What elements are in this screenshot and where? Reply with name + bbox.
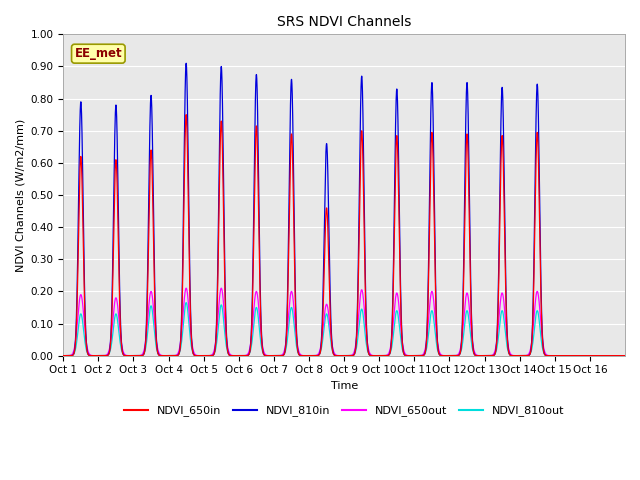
Text: EE_met: EE_met (74, 47, 122, 60)
Legend: NDVI_650in, NDVI_810in, NDVI_650out, NDVI_810out: NDVI_650in, NDVI_810in, NDVI_650out, NDV… (120, 401, 569, 421)
X-axis label: Time: Time (330, 381, 358, 391)
Title: SRS NDVI Channels: SRS NDVI Channels (277, 15, 412, 29)
Y-axis label: NDVI Channels (W/m2/mm): NDVI Channels (W/m2/mm) (15, 119, 25, 272)
